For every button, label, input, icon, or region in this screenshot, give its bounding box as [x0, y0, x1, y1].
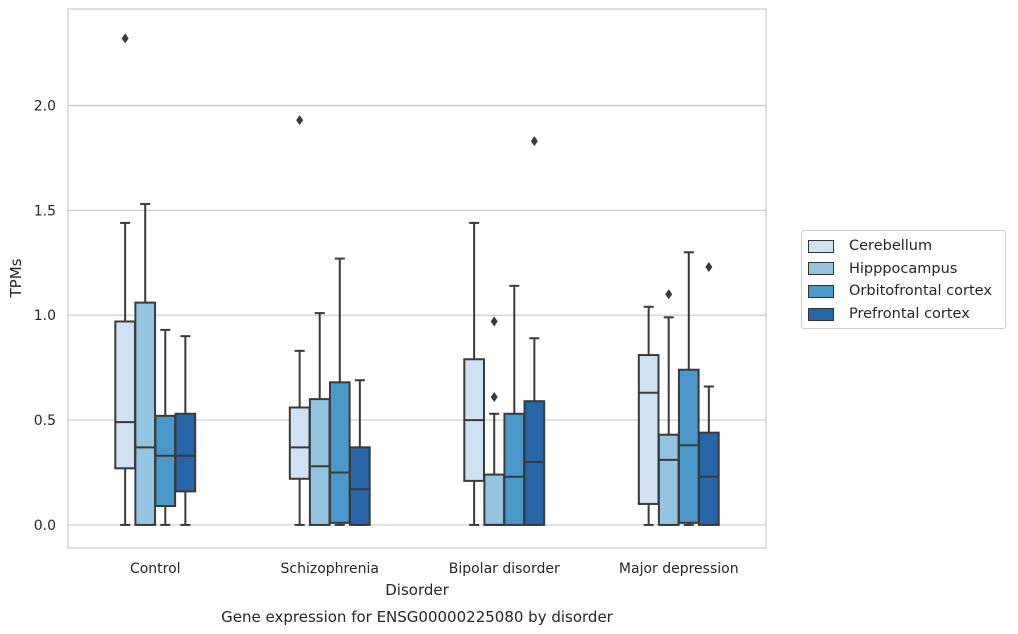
box-iqr [503, 412, 526, 526]
box-plot [657, 289, 680, 526]
legend-item: Cerebellum [808, 235, 1005, 258]
box-plot [308, 312, 331, 526]
outlier-marker [490, 316, 498, 327]
box-plot [523, 136, 546, 526]
y-tick-label: 2.0 [34, 98, 56, 114]
x-tick-label: Bipolar disorder [449, 561, 560, 577]
box-iqr [677, 368, 700, 524]
x-tick-label: Major depression [619, 561, 739, 577]
box-plot [349, 379, 371, 526]
box-iqr [483, 473, 506, 526]
legend-item: Orbitofrontal cortex [808, 280, 1005, 303]
legend-item: Hipppocampus [808, 258, 1005, 281]
box-plot [328, 257, 351, 526]
legend-swatch-icon [808, 262, 834, 276]
legend-label: Prefrontal cortex [849, 306, 970, 323]
box-iqr [637, 354, 660, 505]
plot-area-frame [67, 8, 767, 549]
outlier-marker [490, 391, 498, 402]
box-plot [463, 221, 485, 526]
legend-swatch-icon [808, 239, 834, 253]
legend-label: Hipppocampus [849, 260, 958, 277]
outlier-marker [705, 261, 713, 272]
legend-label: Orbitofrontal cortex [849, 283, 992, 300]
outlier-marker [665, 289, 673, 300]
box-plot [698, 261, 720, 526]
box-iqr [308, 398, 331, 526]
box-iqr [523, 400, 546, 526]
box-iqr [154, 414, 177, 508]
legend-label: Cerebellum [849, 238, 933, 255]
box-iqr [174, 412, 197, 493]
x-axis-label: Disorder [385, 581, 449, 599]
box-plot [483, 316, 506, 526]
legend-item: Prefrontal cortex [808, 303, 1005, 326]
y-tick-label: 0.0 [34, 518, 56, 534]
box-plot [677, 251, 700, 526]
x-tick-label: Schizophrenia [281, 561, 379, 577]
box-iqr [698, 431, 720, 526]
box-plot [503, 284, 526, 526]
box-iqr [657, 433, 680, 526]
box-plot [134, 203, 157, 526]
outlier-marker [296, 115, 304, 126]
box-plot [154, 328, 177, 526]
legend-swatch-icon [808, 307, 834, 321]
y-tick-label: 1.5 [34, 203, 56, 219]
outlier-marker [530, 136, 538, 147]
y-tick-label: 1.0 [34, 308, 56, 324]
box-iqr [134, 301, 157, 526]
legend-swatch-icon [808, 284, 834, 298]
box-plot [114, 33, 136, 526]
y-tick-label: 0.5 [34, 413, 56, 429]
box-iqr [114, 320, 136, 470]
x-tick-label: Control [130, 561, 181, 577]
box-plot [288, 115, 311, 526]
box-plot [637, 305, 660, 526]
y-axis-label: TPMs [7, 258, 25, 298]
box-iqr [328, 381, 351, 524]
box-plots [114, 33, 720, 526]
chart-title: Gene expression for ENSG00000225080 by d… [221, 608, 614, 626]
box-plot [174, 335, 197, 526]
y-tick-labels: 0.0 0.5 1.0 1.5 2.0 [34, 98, 56, 533]
x-tick-labels: Control Schizophrenia Bipolar disorder Majo… [130, 561, 739, 577]
box-iqr [349, 446, 371, 526]
box-iqr [288, 406, 311, 480]
outlier-marker [121, 33, 129, 44]
legend: Cerebellum Hipppocampus Orbitofrontal co… [801, 230, 1006, 330]
